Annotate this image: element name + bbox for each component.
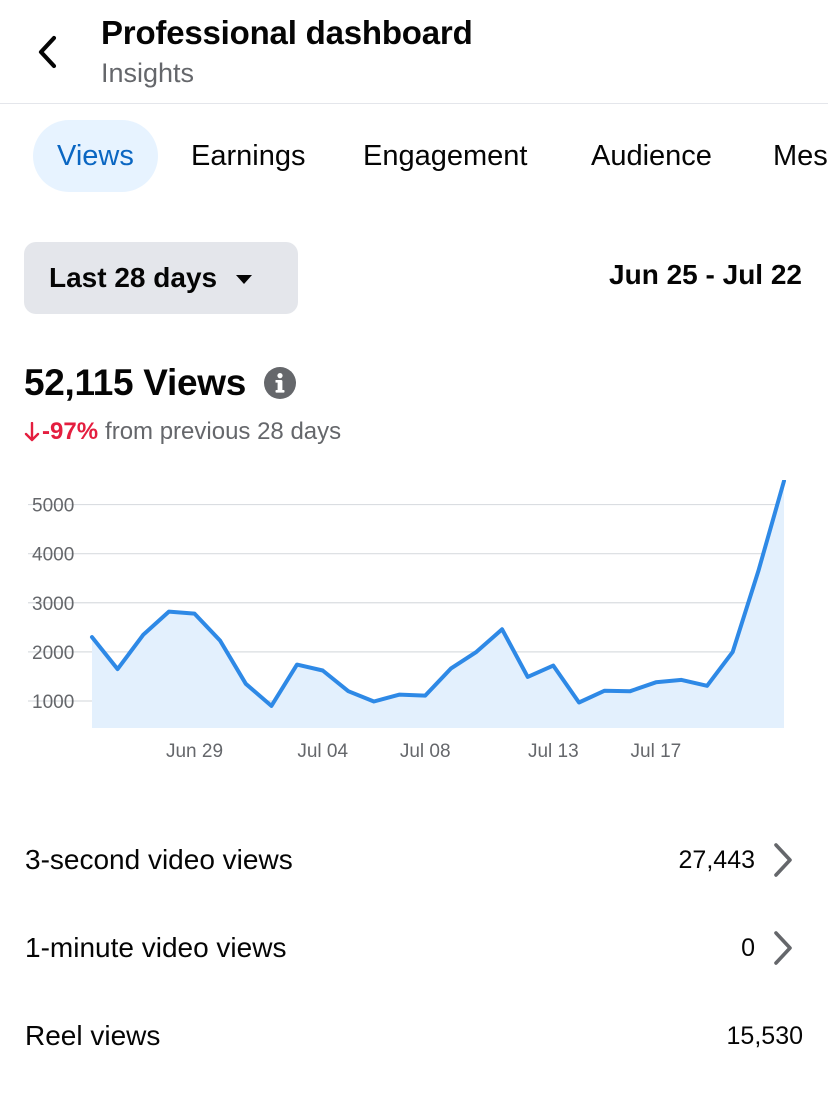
x-tick-label: Jul 08 [400, 741, 451, 762]
y-tick-label: 2000 [32, 643, 74, 664]
change-percent: -97% [42, 418, 99, 445]
caret-down-icon [236, 275, 253, 284]
metric-row-reel-views[interactable]: Reel views 15,530 [0, 1008, 828, 1068]
metric-row-1-minute-views[interactable]: 1-minute video views 0 [0, 920, 828, 980]
tab-messaging[interactable]: Messaging [773, 140, 828, 172]
page-subtitle: Insights [101, 58, 195, 88]
arrow-down-icon [24, 422, 40, 442]
metric-label: 3-second video views [25, 844, 293, 875]
tab-earnings[interactable]: Earnings [191, 140, 306, 172]
y-tick-label: 1000 [32, 692, 74, 713]
back-button[interactable] [26, 28, 70, 76]
x-tick-label: Jul 17 [631, 741, 682, 762]
chevron-right-icon[interactable] [772, 842, 794, 878]
y-tick-label: 3000 [32, 594, 74, 615]
y-tick-label: 4000 [32, 545, 74, 566]
metric-label: 1-minute video views [25, 932, 287, 963]
page-title: Professional dashboard [101, 14, 473, 51]
metric-value: 0 [741, 934, 755, 962]
x-tick-label: Jul 04 [297, 741, 348, 762]
views-change: -97% from previous 28 days [24, 418, 341, 446]
date-range-text: Jun 25 - Jul 22 [609, 259, 802, 290]
x-tick-label: Jul 13 [528, 741, 579, 762]
info-icon[interactable] [264, 367, 297, 399]
metric-row-3-second-views[interactable]: 3-second video views 27,443 [0, 832, 828, 892]
metric-label: Reel views [25, 1020, 161, 1051]
metric-value: 27,443 [678, 846, 755, 874]
views-summary: 52,115 Views [24, 362, 297, 404]
change-description: from previous 28 days [105, 418, 342, 445]
date-range-dropdown-label: Last 28 days [49, 262, 218, 293]
header: Professional dashboard Insights [0, 0, 828, 104]
chart-area-fill [92, 481, 784, 728]
metric-value: 15,530 [726, 1022, 803, 1050]
chevron-right-icon[interactable] [772, 930, 794, 966]
chevron-left-icon [38, 35, 57, 69]
total-views: 52,115 Views [24, 362, 247, 403]
y-tick-label: 5000 [32, 496, 74, 517]
tab-views[interactable]: Views [33, 120, 158, 192]
x-tick-label: Jun 29 [166, 741, 223, 762]
views-chart: 1000 2000 3000 4000 5000 Jun 29 Jul 04 Jul 08 J… [28, 480, 786, 762]
chart-line-views [90, 480, 786, 708]
tab-bar: Views Earnings Engagement Audience Messa… [0, 118, 828, 194]
tab-engagement[interactable]: Engagement [363, 140, 528, 172]
date-range-dropdown[interactable]: Last 28 days [24, 242, 298, 314]
tab-audience[interactable]: Audience [591, 140, 712, 172]
